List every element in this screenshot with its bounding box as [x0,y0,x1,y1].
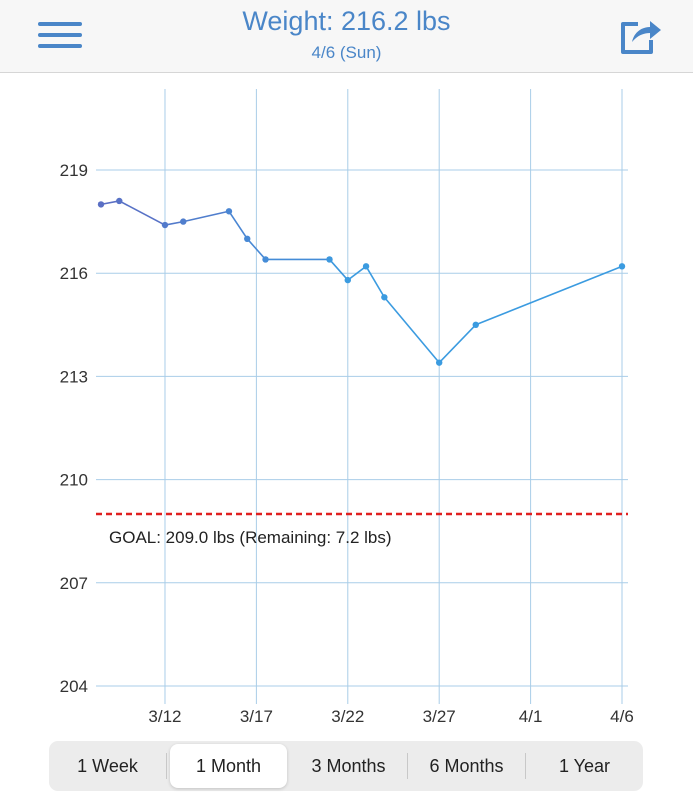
data-point [381,294,388,301]
data-point [472,321,479,328]
range-1-month-button[interactable]: 1 Month [170,744,287,788]
x-tick-label: 3/27 [423,707,456,726]
top-bar: Weight: 216.2 lbs 4/6 (Sun) [0,0,693,73]
share-icon[interactable] [616,14,664,58]
data-point [225,208,233,215]
y-tick-label: 213 [60,367,88,386]
y-tick-label: 207 [60,574,88,593]
y-tick-label: 210 [60,471,88,490]
x-tick-label: 3/22 [331,707,364,726]
series-line-segment [365,265,386,298]
y-tick-label: 216 [60,264,88,283]
hamburger-menu-icon[interactable] [38,18,84,52]
range-3-months-button[interactable]: 3 Months [311,756,386,776]
series-line-segment [246,238,267,260]
series-line-segment [328,258,349,281]
range-selector: 1 Week 1 Month 3 Months 6 Months 1 Year [49,741,643,791]
data-point [116,197,123,205]
data-point [180,218,187,225]
data-point [618,263,626,270]
series-line-segment [383,296,440,364]
data-point [97,201,105,208]
y-tick-label: 204 [60,677,88,696]
series-line-segment [438,324,477,364]
x-tick-label: 3/17 [240,707,273,726]
data-point [262,256,269,263]
series-line-segment [475,265,623,326]
series-line-segment [118,200,166,226]
date-subtitle: 4/6 (Sun) [311,43,382,62]
data-point [344,276,351,284]
data-point [244,235,251,242]
data-point [435,359,443,366]
range-1-year-button[interactable]: 1 Year [558,756,611,776]
goal-label: GOAL: 209.0 lbs (Remaining: 7.2 lbs) [109,528,392,547]
series-line-segment [347,265,367,281]
data-point [326,256,333,263]
separator [525,753,526,779]
data-point [161,221,169,229]
x-tick-label: 3/12 [148,707,181,726]
data-point [362,263,370,270]
series-line-segment [183,210,230,223]
weight-chart: 219 216 213 210 207 204 3/12 3/17 3/22 3/27 4/1 4/6… [60,89,634,726]
y-tick-label: 219 [60,161,88,180]
x-tick-label: 4/6 [610,707,634,726]
series-line-segment [228,210,248,240]
range-1-week-button[interactable]: 1 Week [77,756,138,776]
x-tick-label: 4/1 [519,707,543,726]
separator [166,753,167,779]
range-6-months-button[interactable]: 6 Months [429,756,504,776]
page-title: Weight: 216.2 lbs [242,6,451,36]
separator [407,753,408,779]
